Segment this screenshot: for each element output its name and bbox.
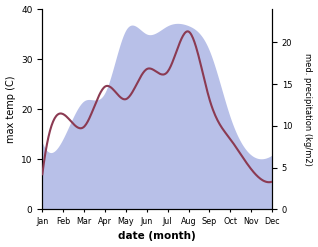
Y-axis label: max temp (C): max temp (C) [5,75,16,143]
X-axis label: date (month): date (month) [118,231,196,242]
Y-axis label: med. precipitation (kg/m2): med. precipitation (kg/m2) [303,53,313,165]
